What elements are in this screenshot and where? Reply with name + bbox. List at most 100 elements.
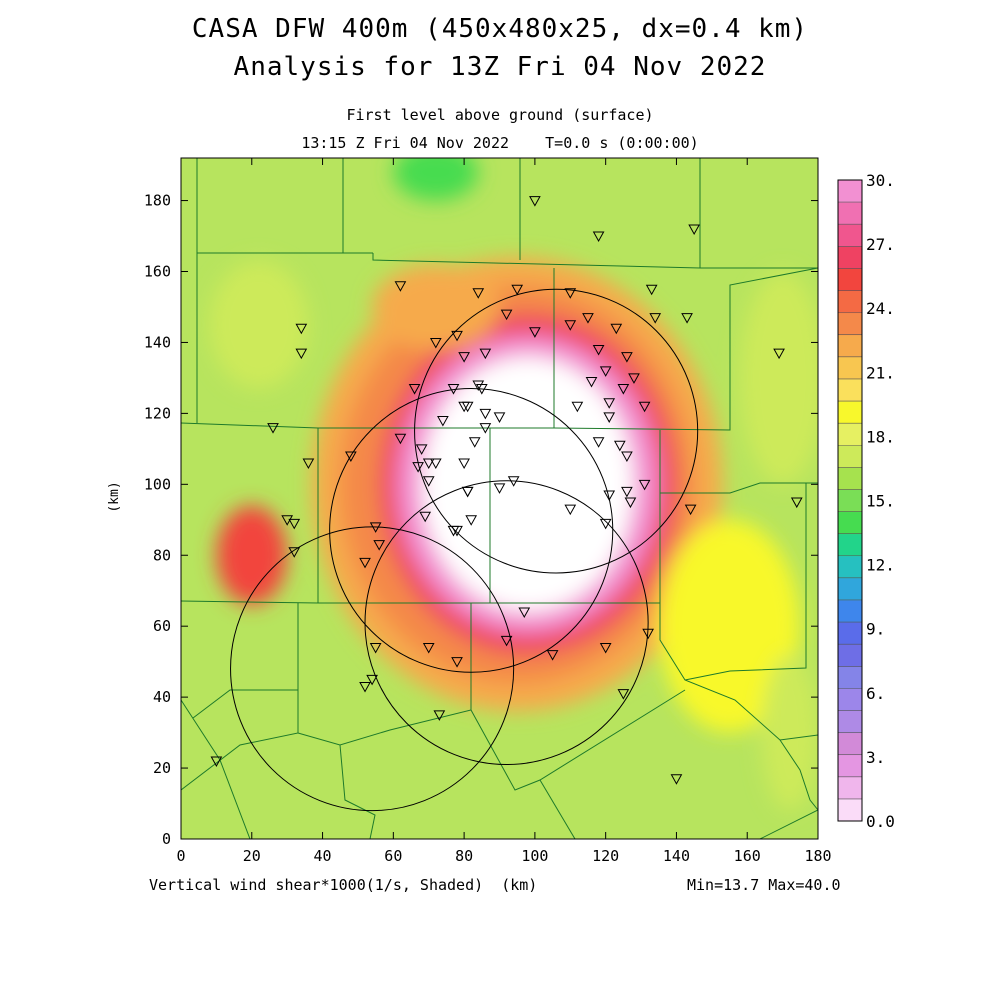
station-marker <box>433 710 446 721</box>
shear-field <box>209 158 818 811</box>
station-marker <box>599 642 612 654</box>
axes: 0 20 40 60 80 100 120 140 160 180 0 20 40 60 80 100 120 1… <box>144 158 832 865</box>
colorbar-label: 24. <box>866 299 895 318</box>
station-marker <box>359 681 371 693</box>
colorbar-label: 9. <box>866 620 885 639</box>
colorbar-bin <box>838 356 862 380</box>
y-tick-label: 20 <box>153 759 171 777</box>
colorbar-bin <box>838 224 862 247</box>
station-marker <box>394 433 407 445</box>
county-boundaries <box>181 158 818 839</box>
colorbar-label: 27. <box>866 235 895 254</box>
station-marker <box>511 284 524 296</box>
station-marker <box>475 384 488 395</box>
station-marker <box>617 689 630 700</box>
colorbar-label: 6. <box>866 684 885 703</box>
colorbar-bin <box>838 798 862 822</box>
station-marker <box>288 547 301 558</box>
colorbar-label: 3. <box>866 748 885 767</box>
field-region <box>393 158 479 201</box>
station-marker <box>394 281 407 292</box>
field-region <box>372 264 500 350</box>
county-line <box>539 779 576 839</box>
colorbar-label: 21. <box>866 363 895 382</box>
y-tick-label: 0 <box>162 830 171 848</box>
colorbar-bin <box>838 666 862 689</box>
y-axis-label: (km) <box>107 481 122 512</box>
county-line <box>699 158 818 269</box>
station-marker <box>458 458 470 470</box>
x-tick-label: 100 <box>521 847 548 865</box>
colorbar-bin <box>838 489 862 513</box>
y-tick-label: 40 <box>153 688 171 706</box>
station-marker <box>373 540 386 551</box>
station-marker <box>564 320 577 331</box>
station-marker <box>472 380 485 392</box>
x-tick-label: 40 <box>314 847 332 865</box>
colorbar: 0.0 3. 6. 9. 12. 15. 18. 21. 24. 27. 30. <box>837 171 895 831</box>
field-description: Vertical wind shear*1000(1/s, Shaded) (k… <box>149 876 538 894</box>
station-marker <box>479 423 492 434</box>
station-marker <box>670 774 683 785</box>
x-tick-label: 0 <box>176 847 185 865</box>
station-marker <box>267 423 279 434</box>
station-marker <box>688 224 700 235</box>
station-marker <box>638 401 651 413</box>
station-marker <box>571 401 584 413</box>
station-marker <box>422 642 435 654</box>
y-tick-label: 60 <box>153 617 171 635</box>
station-marker <box>302 458 315 470</box>
colorbar-bin <box>838 246 862 269</box>
y-tick-label: 80 <box>153 546 171 564</box>
station-marker <box>546 650 559 661</box>
station-marker <box>790 497 803 509</box>
station-marker <box>603 412 616 423</box>
station-marker <box>529 327 541 338</box>
station-marker <box>621 451 633 462</box>
station-marker <box>529 196 541 207</box>
radar-ring <box>364 480 649 766</box>
station-marker <box>359 557 371 569</box>
station-marker <box>585 376 598 388</box>
county-line <box>759 809 818 839</box>
y-tick-label: 100 <box>144 475 171 493</box>
colorbar-bin <box>838 754 862 778</box>
colorbar-label: 15. <box>866 492 895 511</box>
colorbar-bin <box>838 776 862 800</box>
colorbar-bin <box>838 622 862 645</box>
station-marker <box>500 635 513 647</box>
station-marker <box>582 313 594 324</box>
colorbar-bin <box>838 290 862 314</box>
x-tick-label: 80 <box>455 847 473 865</box>
county-line <box>339 744 376 839</box>
radar-ring <box>329 388 614 673</box>
radar-rings <box>230 288 699 812</box>
colorbar-bin <box>838 467 862 490</box>
station-marker <box>295 323 308 335</box>
county-line <box>372 253 701 269</box>
colorbar-bin <box>838 533 862 557</box>
county-line <box>192 689 298 719</box>
colorbar-bin <box>838 445 862 468</box>
station-marker <box>621 352 633 363</box>
station-marker <box>465 515 478 526</box>
chart-subtitle: Analysis for 13Z Fri 04 Nov 2022 <box>233 52 767 82</box>
field-region <box>740 271 818 485</box>
county-line <box>553 267 818 431</box>
county-line <box>470 689 686 791</box>
county-line <box>297 603 472 746</box>
station-marker <box>599 518 612 530</box>
colorbar-bin <box>838 710 862 734</box>
county-line <box>779 739 818 811</box>
plot-area <box>181 158 818 839</box>
station-marker <box>415 444 428 455</box>
station-marker <box>592 345 605 356</box>
station-marker <box>422 476 435 487</box>
station-marker <box>599 366 612 377</box>
colorbar-label: 0.0 <box>866 812 895 831</box>
station-marker <box>461 401 474 413</box>
station-markers <box>210 196 803 785</box>
colorbar-bin <box>838 401 862 424</box>
y-tick-label: 160 <box>144 263 171 281</box>
station-marker <box>369 522 382 533</box>
